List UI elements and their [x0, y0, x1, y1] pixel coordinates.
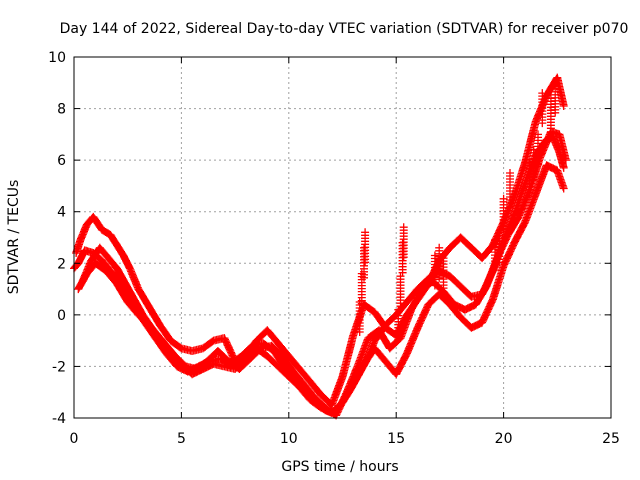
series-spikes: [355, 78, 560, 344]
y-tick-label: 2: [57, 256, 66, 272]
y-tick-label: 8: [57, 102, 66, 118]
x-tick-label: 5: [177, 431, 186, 447]
series-points: [74, 161, 568, 417]
series-track-4: [78, 127, 570, 420]
y-tick-label: 10: [48, 50, 66, 66]
x-axis-label: GPS time / hours: [281, 459, 398, 475]
y-tick-label: 0: [57, 308, 66, 324]
series-points: [355, 78, 560, 344]
x-tick-label: 25: [602, 431, 620, 447]
data-points: [70, 73, 570, 420]
series-track-2: [74, 161, 568, 417]
y-tick-label: -4: [52, 411, 66, 427]
y-tick-label: -2: [52, 359, 66, 375]
x-tick-label: 15: [387, 431, 405, 447]
series-track-3: [72, 73, 568, 410]
series-points: [72, 73, 568, 410]
x-tick-label: 0: [70, 431, 79, 447]
plot-frame: [73, 56, 612, 419]
tick-labels: 0 5 10 15 20 25 -4 -2 0 2 4 6 8 10: [48, 50, 620, 447]
y-tick-label: 4: [57, 205, 66, 221]
x-tick-label: 10: [280, 431, 298, 447]
y-tick-label: 6: [57, 153, 66, 169]
series-points: [78, 127, 570, 420]
y-axis-label: SDTVAR / TECUs: [6, 180, 22, 295]
chart-title: Day 144 of 2022, Sidereal Day-to-day VTE…: [60, 21, 629, 37]
axis-ticks: [73, 56, 612, 419]
x-tick-label: 20: [495, 431, 513, 447]
